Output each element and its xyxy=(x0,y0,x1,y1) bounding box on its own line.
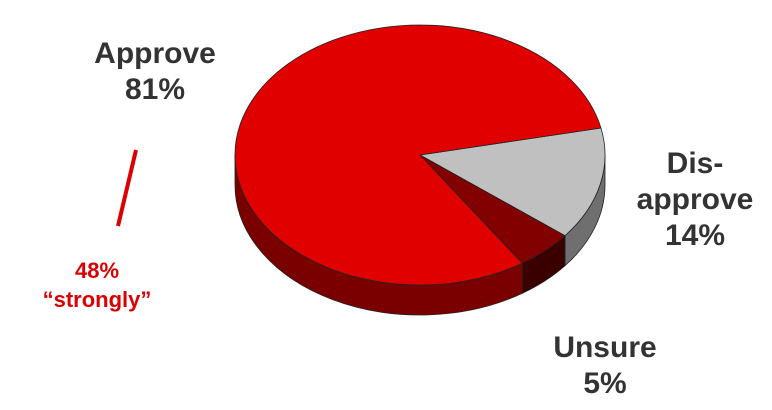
strongly-connector-line xyxy=(116,149,138,227)
unsure-label: Unsure 5% xyxy=(520,330,690,402)
pie-slice-approve xyxy=(234,24,602,286)
unsure-value: 5% xyxy=(583,367,627,400)
approve-value: 81% xyxy=(124,73,186,106)
strongly-annotation: 48% “strongly” xyxy=(12,256,182,314)
strongly-text: “strongly” xyxy=(42,287,152,312)
disapprove-value: 14% xyxy=(664,219,726,252)
approve-name: Approve xyxy=(94,37,216,70)
pie-slice-dis-approve xyxy=(419,127,606,237)
pie-tops xyxy=(234,24,606,286)
unsure-name: Unsure xyxy=(553,331,657,364)
disapprove-name-line2: approve xyxy=(636,183,754,216)
disapprove-label: Dis- approve 14% xyxy=(610,146,772,254)
approve-label: Approve 81% xyxy=(60,36,250,108)
disapprove-name-line1: Dis- xyxy=(666,147,724,180)
strongly-value: 48% xyxy=(74,258,120,283)
